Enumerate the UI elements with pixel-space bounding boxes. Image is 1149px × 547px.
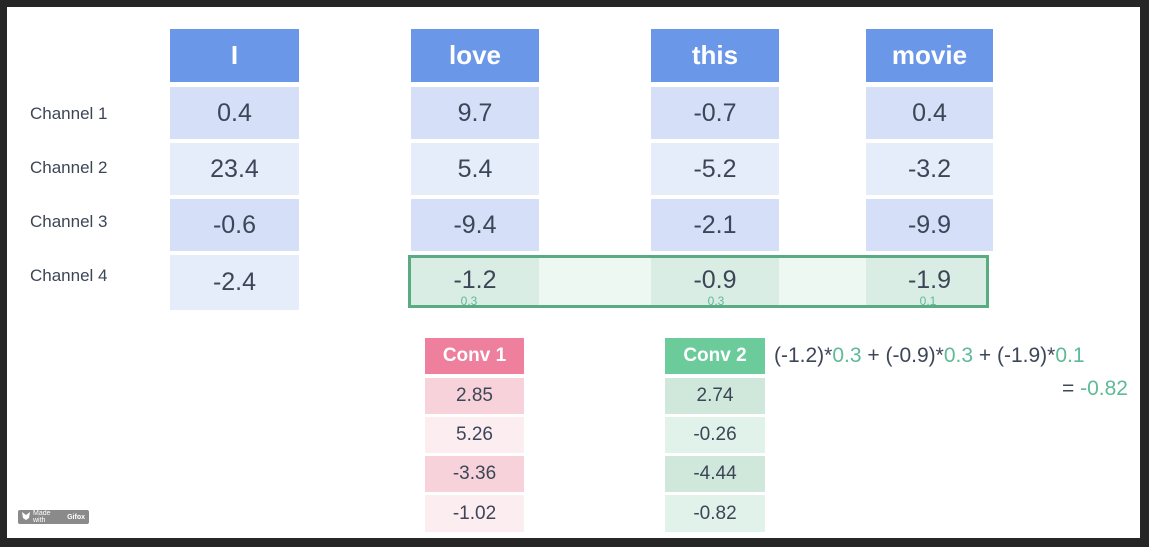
highlight-column	[411, 258, 539, 305]
value-cell: -9.4	[411, 199, 539, 251]
word-header-this: this	[651, 29, 779, 82]
watermark-text: Made with	[33, 510, 51, 524]
conv2-cell: -0.82	[665, 495, 765, 532]
highlight-column	[866, 258, 986, 305]
formula-result-value: -0.82	[1080, 377, 1128, 400]
channel-label: Channel 3	[30, 212, 108, 231]
value-cell: -0.7	[651, 87, 779, 139]
conv1-cell: 5.26	[425, 417, 524, 453]
conv1-cell: -1.02	[425, 495, 524, 532]
kernel-weight: 0.3	[707, 294, 725, 308]
value-cell: 5.4	[411, 143, 539, 195]
formula-weight: 0.3	[943, 344, 974, 367]
word-header-movie: movie	[866, 29, 993, 82]
watermark-badge: Made with Gifox	[18, 510, 89, 524]
channel-label: Channel 2	[30, 158, 108, 177]
channel-label: Channel 1	[30, 104, 108, 123]
formula-term: + (-0.9)*	[861, 344, 944, 367]
formula-equals: =	[1062, 377, 1081, 400]
word-header-i: I	[170, 29, 299, 82]
word-header-love: love	[411, 29, 539, 82]
conv2-cell: -0.26	[665, 417, 765, 453]
slide-canvas: I 0.4 23.4 -0.6 -2.4 love 9.7 5.4 -9.4 t…	[7, 7, 1140, 538]
conv1-cell: 2.85	[425, 378, 524, 414]
formula-result: = -0.82	[1062, 377, 1128, 401]
highlight-column	[651, 258, 779, 305]
value-cell: -9.9	[866, 199, 993, 251]
value-cell: -1.2	[453, 265, 497, 294]
conv1-header: Conv 1	[425, 338, 524, 374]
formula-weight: 0.3	[832, 344, 862, 367]
value-cell: 23.4	[170, 143, 299, 195]
value-cell: -3.2	[866, 143, 993, 195]
conv2-header: Conv 2	[665, 338, 765, 374]
conv2-cell: 2.74	[665, 378, 765, 414]
value-cell: -0.6	[170, 199, 299, 251]
kernel-highlight-box	[408, 255, 989, 308]
value-cell: -2.4	[170, 255, 299, 310]
watermark-brand: Gifox	[67, 513, 85, 521]
value-cell: -0.9	[693, 265, 737, 294]
formula-term: + (-1.9)*	[973, 344, 1056, 367]
channel-label: Channel 4	[30, 266, 108, 285]
value-cell: 0.4	[866, 87, 993, 139]
value-cell: 0.4	[170, 87, 299, 139]
value-cell: 9.7	[411, 87, 539, 139]
formula-weight: 0.1	[1055, 344, 1085, 367]
fox-icon	[22, 512, 30, 522]
kernel-weight: 0.1	[919, 294, 937, 308]
kernel-weight: 0.3	[460, 294, 478, 308]
formula-expression: (-1.2)*0.3 + (-0.9)*0.3 + (-1.9)*0.1	[774, 344, 1085, 368]
formula-term: (-1.2)*	[774, 344, 833, 367]
value-cell: -1.9	[907, 265, 952, 294]
conv2-cell: -4.44	[665, 456, 765, 492]
value-cell: -5.2	[651, 143, 779, 195]
conv1-cell: -3.36	[425, 456, 524, 492]
value-cell: -2.1	[651, 199, 779, 251]
